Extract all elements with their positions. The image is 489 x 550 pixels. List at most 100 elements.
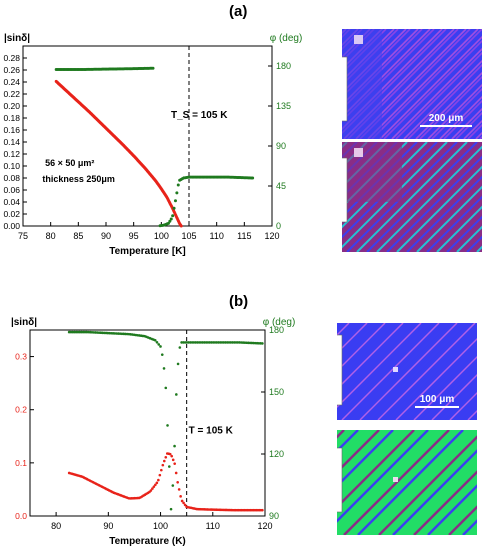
map-stripe: [447, 103, 482, 139]
map-stripe: [407, 63, 482, 139]
map-stripe: [420, 477, 477, 535]
sin-delta-point: [161, 463, 165, 467]
y-right-tick-label: 180: [276, 61, 291, 71]
map-stripe: [419, 75, 482, 139]
sin-delta-point: [179, 495, 182, 498]
map-stripe: [415, 71, 482, 139]
map-stripe: [459, 115, 482, 139]
x-tick-label: 105: [181, 231, 196, 241]
map-stripe: [416, 185, 482, 252]
map-stripe: [406, 175, 482, 252]
colorbar-box: [342, 157, 348, 223]
sin-delta-point: [149, 489, 153, 492]
x-tick-label: 85: [73, 231, 83, 241]
map-stripe: [455, 111, 482, 139]
map-marker: [354, 148, 363, 157]
scalebar-label: 100 μm: [420, 394, 455, 405]
map-stripe: [381, 150, 482, 252]
map-stripe: [441, 498, 477, 535]
map-stripe: [371, 430, 477, 535]
map-stripe: [337, 430, 443, 535]
y-left-tick-label: 0.2: [15, 405, 27, 415]
map-stripe: [406, 463, 477, 535]
map-stripe: [376, 145, 482, 252]
sin-delta-point: [171, 458, 175, 462]
x-axis-label: Temperature (K): [109, 536, 186, 547]
sin-delta-point: [152, 485, 156, 488]
map-stripe: [337, 430, 436, 530]
plot-frame: [29, 329, 266, 517]
chart-b: 80 90 100 110 120 Temperature (K) 0.0 0.1 0.2 0.3…: [11, 317, 296, 547]
map-stripe: [359, 323, 458, 420]
phi-point: [178, 346, 182, 349]
y-right-axis-label: φ (deg): [263, 317, 296, 328]
y-left-tick-label: 0.06: [3, 185, 20, 195]
map-stripe: [366, 142, 478, 252]
x-tick-label: 100: [154, 231, 169, 241]
map-stripe: [426, 195, 482, 252]
phi-point: [171, 484, 175, 487]
map-stripe: [361, 142, 473, 252]
map-b-sin-image: 1.0000.000|sinδ|100 μm: [337, 323, 477, 420]
map-stripe: [411, 180, 482, 252]
map-stripe: [386, 155, 482, 252]
map-stripe: [387, 43, 482, 139]
sin-delta-point: [177, 488, 181, 491]
map-stripe: [423, 79, 482, 139]
x-tick-label: 120: [257, 521, 272, 531]
map-stripe: [401, 170, 482, 252]
map-stripe: [337, 430, 408, 502]
y-left-tick-label: 0.14: [3, 137, 20, 147]
map-stripe: [395, 337, 477, 420]
scalebar-label: 200 μm: [429, 113, 464, 124]
phi-point: [176, 362, 180, 366]
map-stripe: [377, 323, 476, 420]
phi-point: [173, 444, 176, 448]
map-stripe: [337, 430, 422, 516]
phi-point: [153, 338, 157, 342]
x-tick-label: 120: [264, 231, 279, 241]
map-stripe: [435, 91, 482, 139]
sin-delta-point: [155, 481, 159, 485]
map-stripe: [367, 29, 479, 139]
phi-point: [169, 507, 173, 511]
sin-delta-point: [180, 499, 184, 503]
map-stripe: [451, 107, 482, 139]
y-right-tick-label: 180: [269, 325, 284, 335]
map-stripe: [431, 87, 482, 139]
colorbar-box: [342, 56, 348, 122]
y-left-tick-label: 0.1: [15, 458, 27, 468]
map-stripe: [337, 323, 416, 403]
map-stripe: [371, 323, 470, 420]
map-stripe: [389, 331, 477, 420]
map-stripe: [337, 323, 392, 379]
plot-frame: [22, 45, 273, 227]
map-stripe: [431, 200, 482, 252]
map-stripe: [427, 484, 477, 535]
sin-delta-point: [158, 473, 162, 477]
map-stripe: [351, 142, 463, 252]
panel-label-b: (b): [229, 293, 249, 310]
map-stripe: [337, 430, 373, 467]
map-stripe: [337, 323, 362, 349]
y-right-tick-label: 0: [276, 221, 281, 231]
y-left-tick-label: 0.16: [3, 125, 20, 135]
sin-delta-point: [164, 455, 168, 459]
sin-delta-point: [179, 224, 183, 228]
x-tick-label: 90: [103, 521, 113, 531]
map-stripe: [449, 391, 477, 420]
map-stripe: [456, 225, 482, 252]
panel-label-a: (a): [229, 3, 248, 20]
phi-point: [171, 214, 175, 218]
sin-delta-point: [168, 452, 172, 456]
y-left-tick-label: 0.10: [3, 161, 20, 171]
map-marker: [354, 35, 363, 44]
map-stripe: [451, 220, 482, 252]
x-tick-label: 115: [237, 231, 251, 241]
phi-point: [167, 465, 171, 468]
phi-point: [175, 191, 179, 195]
map-stripe: [455, 397, 477, 420]
phi-point: [151, 66, 155, 70]
sin-delta-point: [174, 471, 178, 475]
map-stripe: [391, 160, 482, 252]
